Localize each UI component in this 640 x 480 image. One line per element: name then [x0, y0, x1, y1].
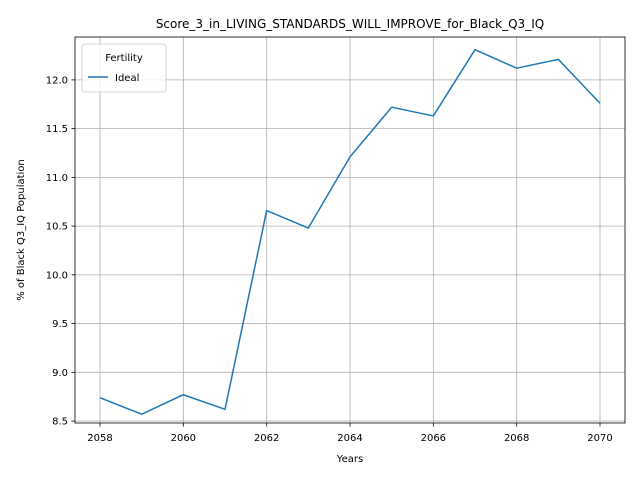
x-tick-label: 2064 — [337, 433, 362, 444]
y-tick-label: 8.5 — [52, 417, 68, 428]
legend: Fertility Ideal — [82, 44, 166, 92]
y-axis-label: % of Black Q3_IQ Population — [16, 159, 27, 301]
x-tick-label: 2068 — [504, 433, 529, 444]
x-tick-label: 2058 — [87, 433, 112, 444]
y-tick-label: 10.5 — [46, 222, 68, 233]
legend-title: Fertility — [105, 53, 143, 64]
legend-label-ideal: Ideal — [115, 73, 139, 84]
x-axis-label: Years — [336, 454, 363, 465]
x-tick-label: 2066 — [421, 433, 446, 444]
y-tick-label: 9.5 — [52, 319, 68, 330]
legend-box — [82, 44, 166, 92]
x-tick-label: 2070 — [587, 433, 612, 444]
y-tick-label: 9.0 — [52, 368, 68, 379]
x-tick-label: 2060 — [171, 433, 196, 444]
x-tick-label: 2062 — [254, 433, 279, 444]
y-tick-label: 12.0 — [46, 75, 68, 86]
y-tick-label: 10.0 — [46, 270, 68, 281]
y-tick-label: 11.5 — [46, 124, 68, 135]
y-tick-label: 11.0 — [46, 173, 68, 184]
chart-title: Score_3_in_LIVING_STANDARDS_WILL_IMPROVE… — [156, 17, 544, 31]
